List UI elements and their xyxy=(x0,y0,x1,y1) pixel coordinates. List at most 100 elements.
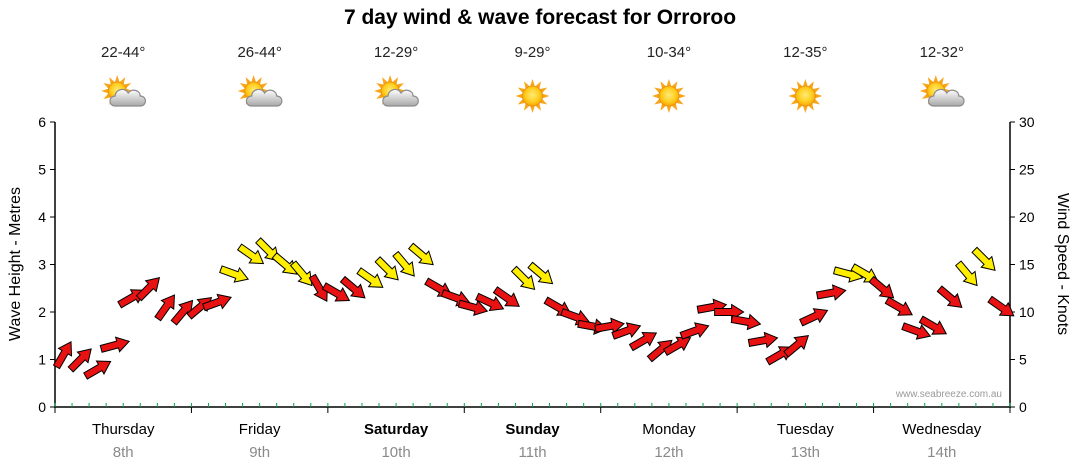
wind-arrow xyxy=(154,294,175,322)
wind-arrow xyxy=(170,299,194,326)
wind-arrow xyxy=(356,267,384,288)
watermark: www.seabreeze.com.au xyxy=(895,389,1002,400)
cloud xyxy=(109,88,147,107)
sun-ray xyxy=(788,93,797,99)
wind-arrow xyxy=(83,360,112,380)
sun-ray xyxy=(802,79,808,87)
wind-axis-tick-label: 20 xyxy=(1019,209,1035,225)
wave-axis-tick-label: 3 xyxy=(38,257,46,273)
day-name-label: Friday xyxy=(239,421,281,438)
wind-arrow xyxy=(289,260,313,287)
wind-arrow xyxy=(799,308,829,327)
sun-ray xyxy=(919,88,928,94)
page-title: 7 day wind & wave forecast for Orroroo xyxy=(343,6,737,29)
wind-arrow xyxy=(628,331,658,352)
wind-axis-tick-label: 10 xyxy=(1019,304,1035,320)
sun-cloud-icon xyxy=(374,75,419,107)
wave-axis-tick-label: 6 xyxy=(38,114,46,130)
sun-cloud-icon xyxy=(919,75,965,107)
day-name-label: Monday xyxy=(642,421,696,438)
wind-arrow xyxy=(918,315,948,335)
sun-icon xyxy=(651,79,686,113)
sun-icon xyxy=(788,79,823,113)
wind-arrow xyxy=(67,348,92,373)
sun-ray xyxy=(374,88,383,94)
wind-axis-tick-label: 15 xyxy=(1019,257,1035,273)
sun-cloud-icon xyxy=(237,75,283,107)
wind-arrow xyxy=(255,237,280,262)
sun-cloud-icon xyxy=(101,75,147,107)
wind-arrow xyxy=(987,295,1015,317)
sun-disc xyxy=(794,85,816,107)
wave-axis-tick-label: 0 xyxy=(38,399,46,415)
wind-arrow xyxy=(679,322,710,340)
wind-arrow xyxy=(219,265,250,283)
wind-axis-tick-label: 30 xyxy=(1019,114,1035,130)
wind-arrow xyxy=(730,313,762,331)
day-date-label: 13th xyxy=(791,444,820,461)
wave-axis-tick-label: 4 xyxy=(38,209,46,225)
sun-ray xyxy=(114,75,120,83)
sun-ray xyxy=(666,79,672,87)
temp-range-label: 9-29° xyxy=(514,44,550,61)
wind-arrow xyxy=(339,275,366,299)
sun-ray xyxy=(541,93,550,99)
wind-arrow xyxy=(815,284,847,301)
wind-arrow xyxy=(99,336,131,353)
day-date-label: 11th xyxy=(518,444,546,461)
day-date-label: 9th xyxy=(249,444,270,461)
wind-arrow xyxy=(475,292,505,312)
day-date-label: 14th xyxy=(927,444,956,461)
wind-arrow xyxy=(374,256,399,281)
wave-axis-tick-label: 1 xyxy=(38,352,46,368)
wind-arrow xyxy=(202,293,232,312)
sun-ray xyxy=(101,88,110,94)
day-name-label: Sunday xyxy=(505,421,560,438)
wind-arrow xyxy=(783,335,810,358)
sun-ray xyxy=(677,93,686,99)
day-name-label: Tuesday xyxy=(777,421,834,438)
wave-axis-tick-label: 2 xyxy=(38,304,46,320)
wind-axis-tick-label: 0 xyxy=(1019,399,1027,415)
sun-ray xyxy=(814,93,823,99)
wind-arrow xyxy=(527,261,554,285)
temp-range-label: 26-44° xyxy=(237,44,281,61)
sun-ray xyxy=(515,93,524,99)
sun-ray xyxy=(387,75,393,83)
sun-ray xyxy=(933,75,939,83)
wind-arrow xyxy=(594,317,625,335)
temp-range-label: 12-35° xyxy=(783,44,827,61)
wind-arrow xyxy=(936,285,963,308)
sun-ray xyxy=(802,105,808,113)
wind-arrow xyxy=(492,286,520,307)
day-name-label: Thursday xyxy=(92,421,155,438)
wind-axis-tick-label: 25 xyxy=(1019,162,1035,178)
sun-ray xyxy=(651,93,660,99)
sun-ray xyxy=(251,75,257,83)
day-name-label: Saturday xyxy=(364,421,429,438)
wave-axis-tick-label: 5 xyxy=(38,162,46,178)
wind-arrow xyxy=(611,322,642,340)
wind-arrow xyxy=(901,322,932,340)
cloud xyxy=(245,88,283,107)
sun-ray xyxy=(529,79,536,87)
wind-arrow xyxy=(884,296,913,316)
wind-arrow xyxy=(457,299,489,317)
day-date-label: 8th xyxy=(113,444,134,461)
day-date-label: 12th xyxy=(654,444,683,461)
day-name-label: Wednesday xyxy=(902,421,981,438)
wind-arrow xyxy=(407,242,434,266)
temp-range-label: 10-34° xyxy=(647,44,691,61)
temp-range-label: 22-44° xyxy=(101,44,145,61)
sun-disc xyxy=(522,85,543,107)
temp-range-label: 12-32° xyxy=(920,44,964,61)
wind-arrow xyxy=(868,275,895,299)
wind-arrow xyxy=(135,276,161,302)
wind-arrow xyxy=(747,331,779,349)
sun-icon xyxy=(515,79,550,113)
wind-arrow xyxy=(392,250,415,277)
wind-arrow xyxy=(662,336,692,356)
wind-arrow xyxy=(971,246,996,272)
